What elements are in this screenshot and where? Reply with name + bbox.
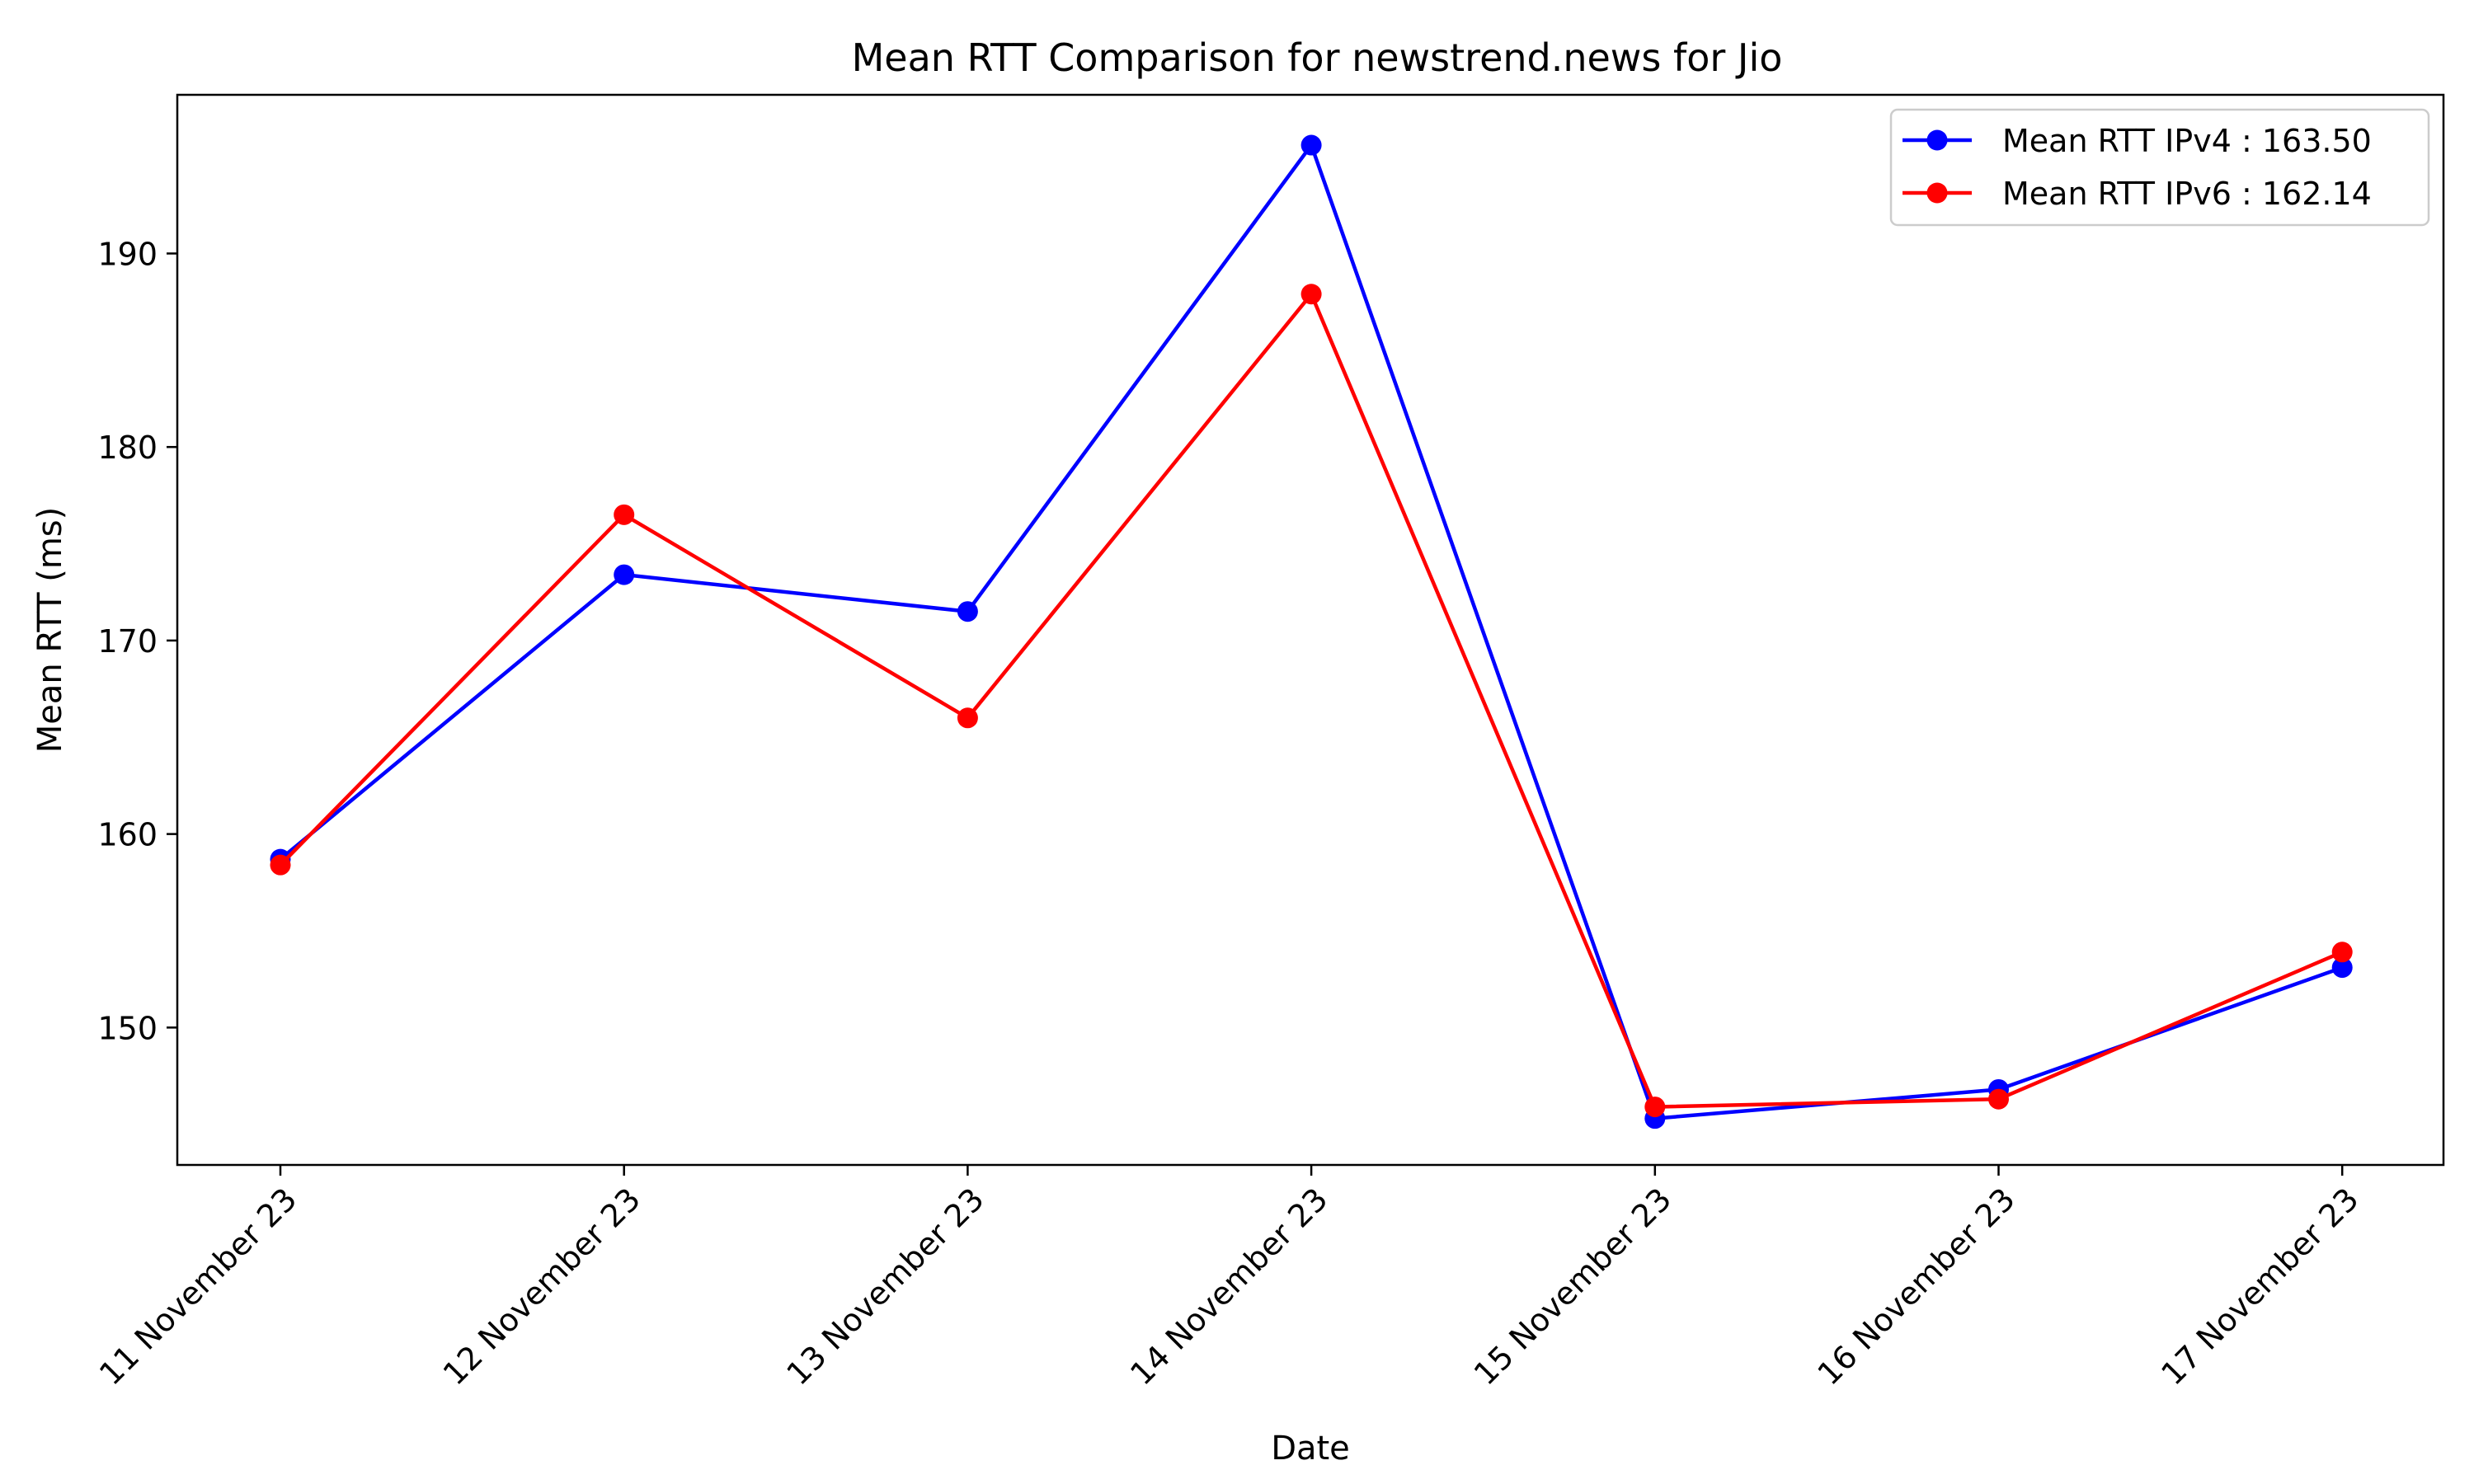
x-tick-label: 14 November 23 bbox=[1123, 1181, 1334, 1392]
data-point bbox=[270, 854, 291, 876]
data-point bbox=[614, 504, 635, 525]
data-point bbox=[1988, 1088, 2009, 1110]
legend-box bbox=[1889, 108, 2430, 227]
x-tick-label: 16 November 23 bbox=[1811, 1181, 2022, 1392]
legend-marker bbox=[1926, 182, 1948, 204]
series-ipv6 bbox=[270, 284, 2353, 1118]
x-axis-label: Date bbox=[1271, 1430, 1350, 1468]
x-tick-label: 15 November 23 bbox=[1467, 1181, 1678, 1392]
y-tick-label: 170 bbox=[97, 623, 158, 660]
data-point bbox=[957, 707, 978, 729]
data-point bbox=[957, 601, 978, 622]
y-axis-label: Mean RTT (ms) bbox=[31, 507, 69, 753]
x-tick-label: 11 November 23 bbox=[92, 1181, 303, 1392]
x-axis: 11 November 23 12 November 23 13 November … bbox=[92, 1165, 2366, 1392]
legend-label: Mean RTT IPv4 : 163.50 bbox=[2002, 123, 2372, 159]
x-tick-label: 12 November 23 bbox=[436, 1181, 647, 1392]
x-tick-label: 17 November 23 bbox=[2154, 1181, 2365, 1392]
data-point bbox=[614, 564, 635, 585]
data-point bbox=[1300, 284, 1322, 305]
chart-title: Mean RTT Comparison for newstrend.news f… bbox=[852, 35, 1783, 80]
x-tick-label: 13 November 23 bbox=[779, 1181, 990, 1392]
y-tick-label: 190 bbox=[97, 236, 158, 272]
y-axis: 150 160 170 180 190 bbox=[97, 236, 177, 1046]
y-tick-label: 150 bbox=[97, 1010, 158, 1046]
data-point bbox=[1644, 1097, 1666, 1118]
data-point bbox=[2331, 942, 2353, 963]
legend-marker bbox=[1926, 129, 1948, 151]
data-point bbox=[1300, 134, 1322, 156]
plot-area-frame bbox=[176, 93, 2445, 1167]
legend: Mean RTT IPv4 : 163.50 Mean RTT IPv6 : 16… bbox=[1889, 108, 2430, 227]
data-point bbox=[2331, 957, 2353, 979]
legend-label: Mean RTT IPv6 : 162.14 bbox=[2002, 176, 2372, 212]
y-tick-label: 160 bbox=[97, 817, 158, 853]
series-layer bbox=[270, 134, 2353, 1129]
y-tick-label: 180 bbox=[97, 430, 158, 466]
series-line bbox=[279, 292, 2344, 1109]
